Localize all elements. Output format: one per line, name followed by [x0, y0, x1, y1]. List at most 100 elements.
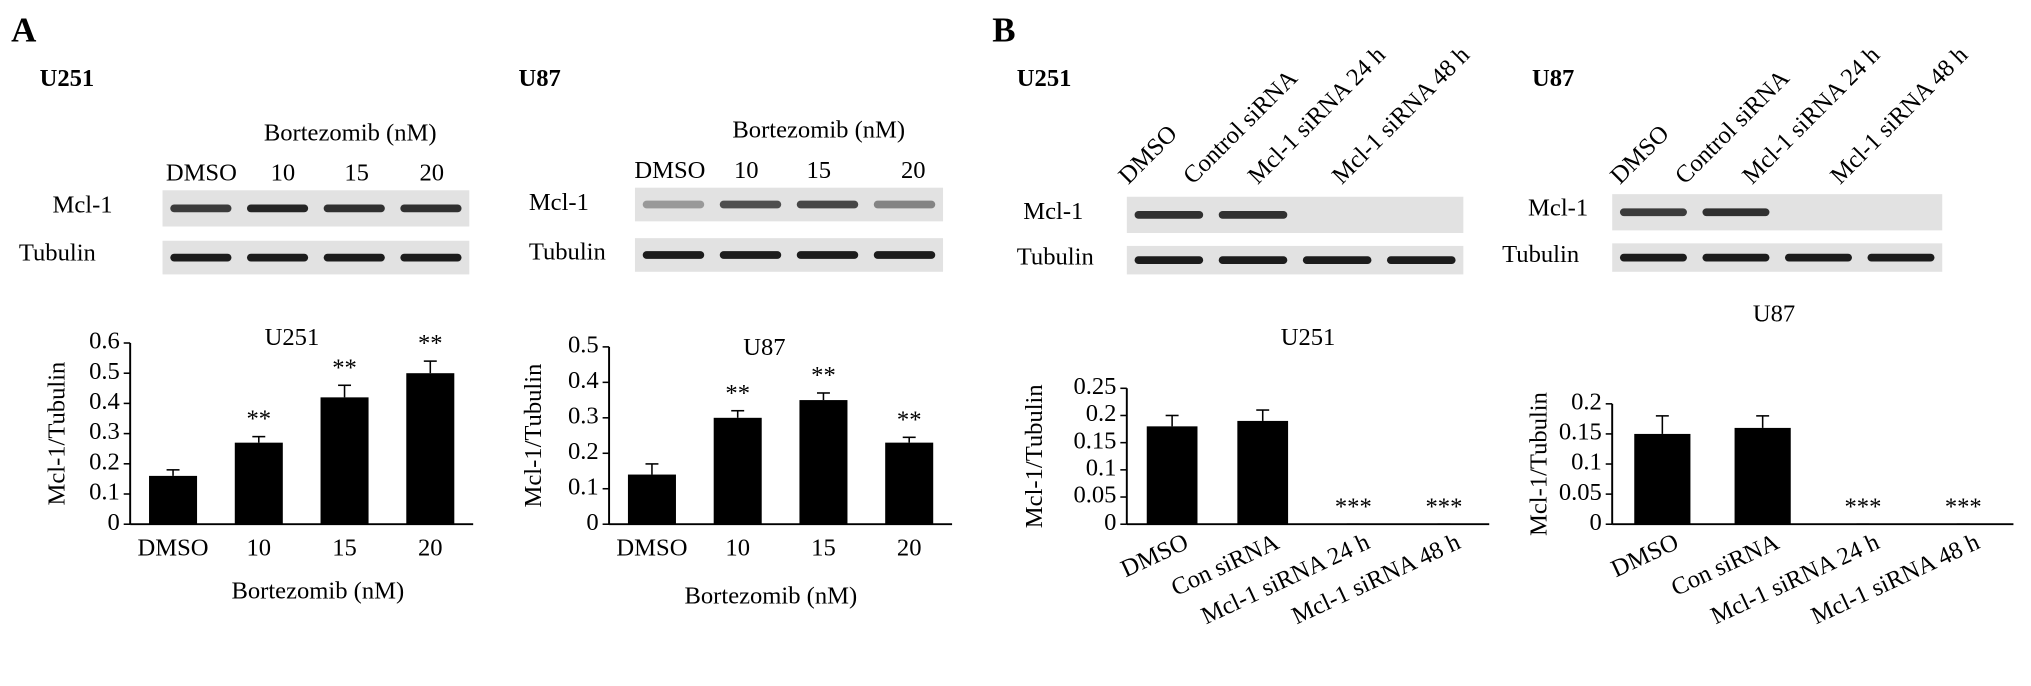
lane-label: DMSO — [1605, 120, 1674, 189]
y-tick-label: 0.2 — [89, 448, 120, 475]
lane-label: DMSO — [166, 159, 237, 186]
cell-line-label: U251 — [40, 65, 95, 92]
blot-band — [1619, 208, 1687, 217]
y-tick-label: 0.25 — [1073, 373, 1116, 400]
x-tick-label: 15 — [332, 535, 357, 562]
treatment-label: Bortezomib (nM) — [264, 119, 437, 146]
bar — [1734, 427, 1791, 525]
y-axis-label: Mcl-1/Tubulin — [1526, 392, 1553, 536]
chart-title: U87 — [743, 334, 785, 361]
panel-label: B — [992, 11, 1015, 50]
bar — [1237, 420, 1289, 525]
significance-label: ** — [247, 406, 272, 433]
bar — [149, 475, 198, 525]
significance-label: ** — [897, 406, 922, 433]
blot-band — [1784, 253, 1852, 262]
significance-label: ** — [725, 380, 750, 407]
bar — [885, 442, 934, 525]
lane-label: 10 — [271, 159, 296, 186]
chart-title: U87 — [1753, 300, 1795, 327]
blot-band — [246, 204, 309, 213]
lane-label: DMSO — [1113, 120, 1182, 189]
blot-band — [873, 251, 936, 259]
significance-label: *** — [1845, 493, 1882, 520]
y-axis-label: Mcl-1/Tubulin — [44, 362, 71, 506]
blot-band — [1386, 256, 1456, 265]
blot-row-label: Tubulin — [529, 238, 606, 265]
blot-row-label: Mcl-1 — [529, 189, 589, 216]
blot-band — [1134, 210, 1204, 219]
lane-label: 15 — [806, 157, 831, 184]
y-tick-label: 0.2 — [1571, 388, 1602, 415]
x-tick-label: Mcl-1 siRNA 48 h — [1807, 528, 1984, 630]
y-tick-label: 0 — [1590, 509, 1602, 536]
y-tick-label: 0.1 — [89, 479, 120, 506]
blot-band — [323, 204, 385, 213]
y-tick-label: 0.1 — [568, 473, 599, 500]
x-tick-label: 10 — [247, 535, 272, 562]
blot-band — [170, 253, 232, 262]
blot-row-label: Mcl-1 — [1528, 194, 1588, 221]
blot-band — [642, 251, 705, 259]
lane-label: Control siRNA — [1178, 64, 1303, 189]
blot-strip — [634, 187, 944, 222]
y-tick-label: 0.6 — [89, 328, 120, 355]
y-tick-label: 0.3 — [89, 418, 120, 445]
lane-label: Control siRNA — [1670, 64, 1795, 189]
y-tick-label: 0 — [1104, 509, 1116, 536]
blot-band — [1867, 253, 1935, 262]
bar — [1146, 426, 1198, 525]
x-tick-label: 20 — [418, 535, 443, 562]
significance-label: *** — [1425, 493, 1462, 520]
bar — [234, 442, 283, 525]
treatment-label: Bortezomib (nM) — [732, 117, 905, 144]
blot-band — [873, 200, 936, 209]
significance-label: ** — [811, 362, 836, 389]
bar — [627, 474, 676, 525]
y-tick-label: 0.15 — [1073, 427, 1116, 454]
blot-band — [1218, 256, 1288, 265]
y-tick-label: 0.2 — [568, 438, 599, 465]
blot-row-label: Mcl-1 — [53, 192, 113, 219]
bar — [713, 417, 762, 525]
lane-label: 20 — [901, 157, 926, 184]
y-tick-label: 0.1 — [1086, 454, 1117, 481]
significance-label: *** — [1335, 493, 1372, 520]
x-tick-label: DMSO — [616, 535, 687, 562]
blot-band — [1218, 210, 1288, 219]
y-tick-label: 0.05 — [1559, 479, 1602, 506]
blot-band — [1134, 256, 1204, 265]
bar — [320, 397, 369, 525]
chart-title: U251 — [265, 324, 320, 351]
y-tick-label: 0.2 — [1086, 400, 1117, 427]
significance-label: ** — [418, 330, 443, 357]
y-tick-label: 0 — [586, 509, 598, 536]
bar — [406, 373, 455, 525]
x-tick-label: 20 — [897, 535, 922, 562]
y-tick-label: 0.15 — [1559, 419, 1602, 446]
blot-band — [1619, 253, 1687, 262]
y-tick-label: 0.5 — [89, 358, 120, 385]
y-tick-label: 0 — [108, 509, 120, 536]
blot-band — [170, 204, 232, 213]
blot-row-label: Tubulin — [1502, 241, 1579, 268]
blot-band — [323, 253, 385, 262]
blot-band — [1302, 256, 1372, 265]
bar — [1634, 433, 1691, 525]
x-tick-label: DMSO — [138, 535, 209, 562]
y-axis-label: Mcl-1/Tubulin — [520, 364, 547, 508]
y-axis-label: Mcl-1/Tubulin — [1021, 384, 1048, 528]
x-axis-label: Bortezomib (nM) — [231, 577, 404, 604]
blot-band — [400, 204, 462, 213]
significance-label: ** — [332, 354, 357, 381]
blot-row-label: Mcl-1 — [1023, 198, 1083, 225]
panel-label: A — [11, 11, 36, 50]
x-axis-label: Bortezomib (nM) — [685, 583, 858, 610]
cell-line-label: U87 — [518, 65, 560, 92]
blot-band — [400, 253, 462, 262]
blot-band — [796, 200, 859, 209]
y-tick-label: 0.3 — [568, 402, 599, 429]
blot-band — [719, 200, 782, 209]
blot-band — [642, 200, 705, 209]
lane-label: 15 — [344, 159, 369, 186]
